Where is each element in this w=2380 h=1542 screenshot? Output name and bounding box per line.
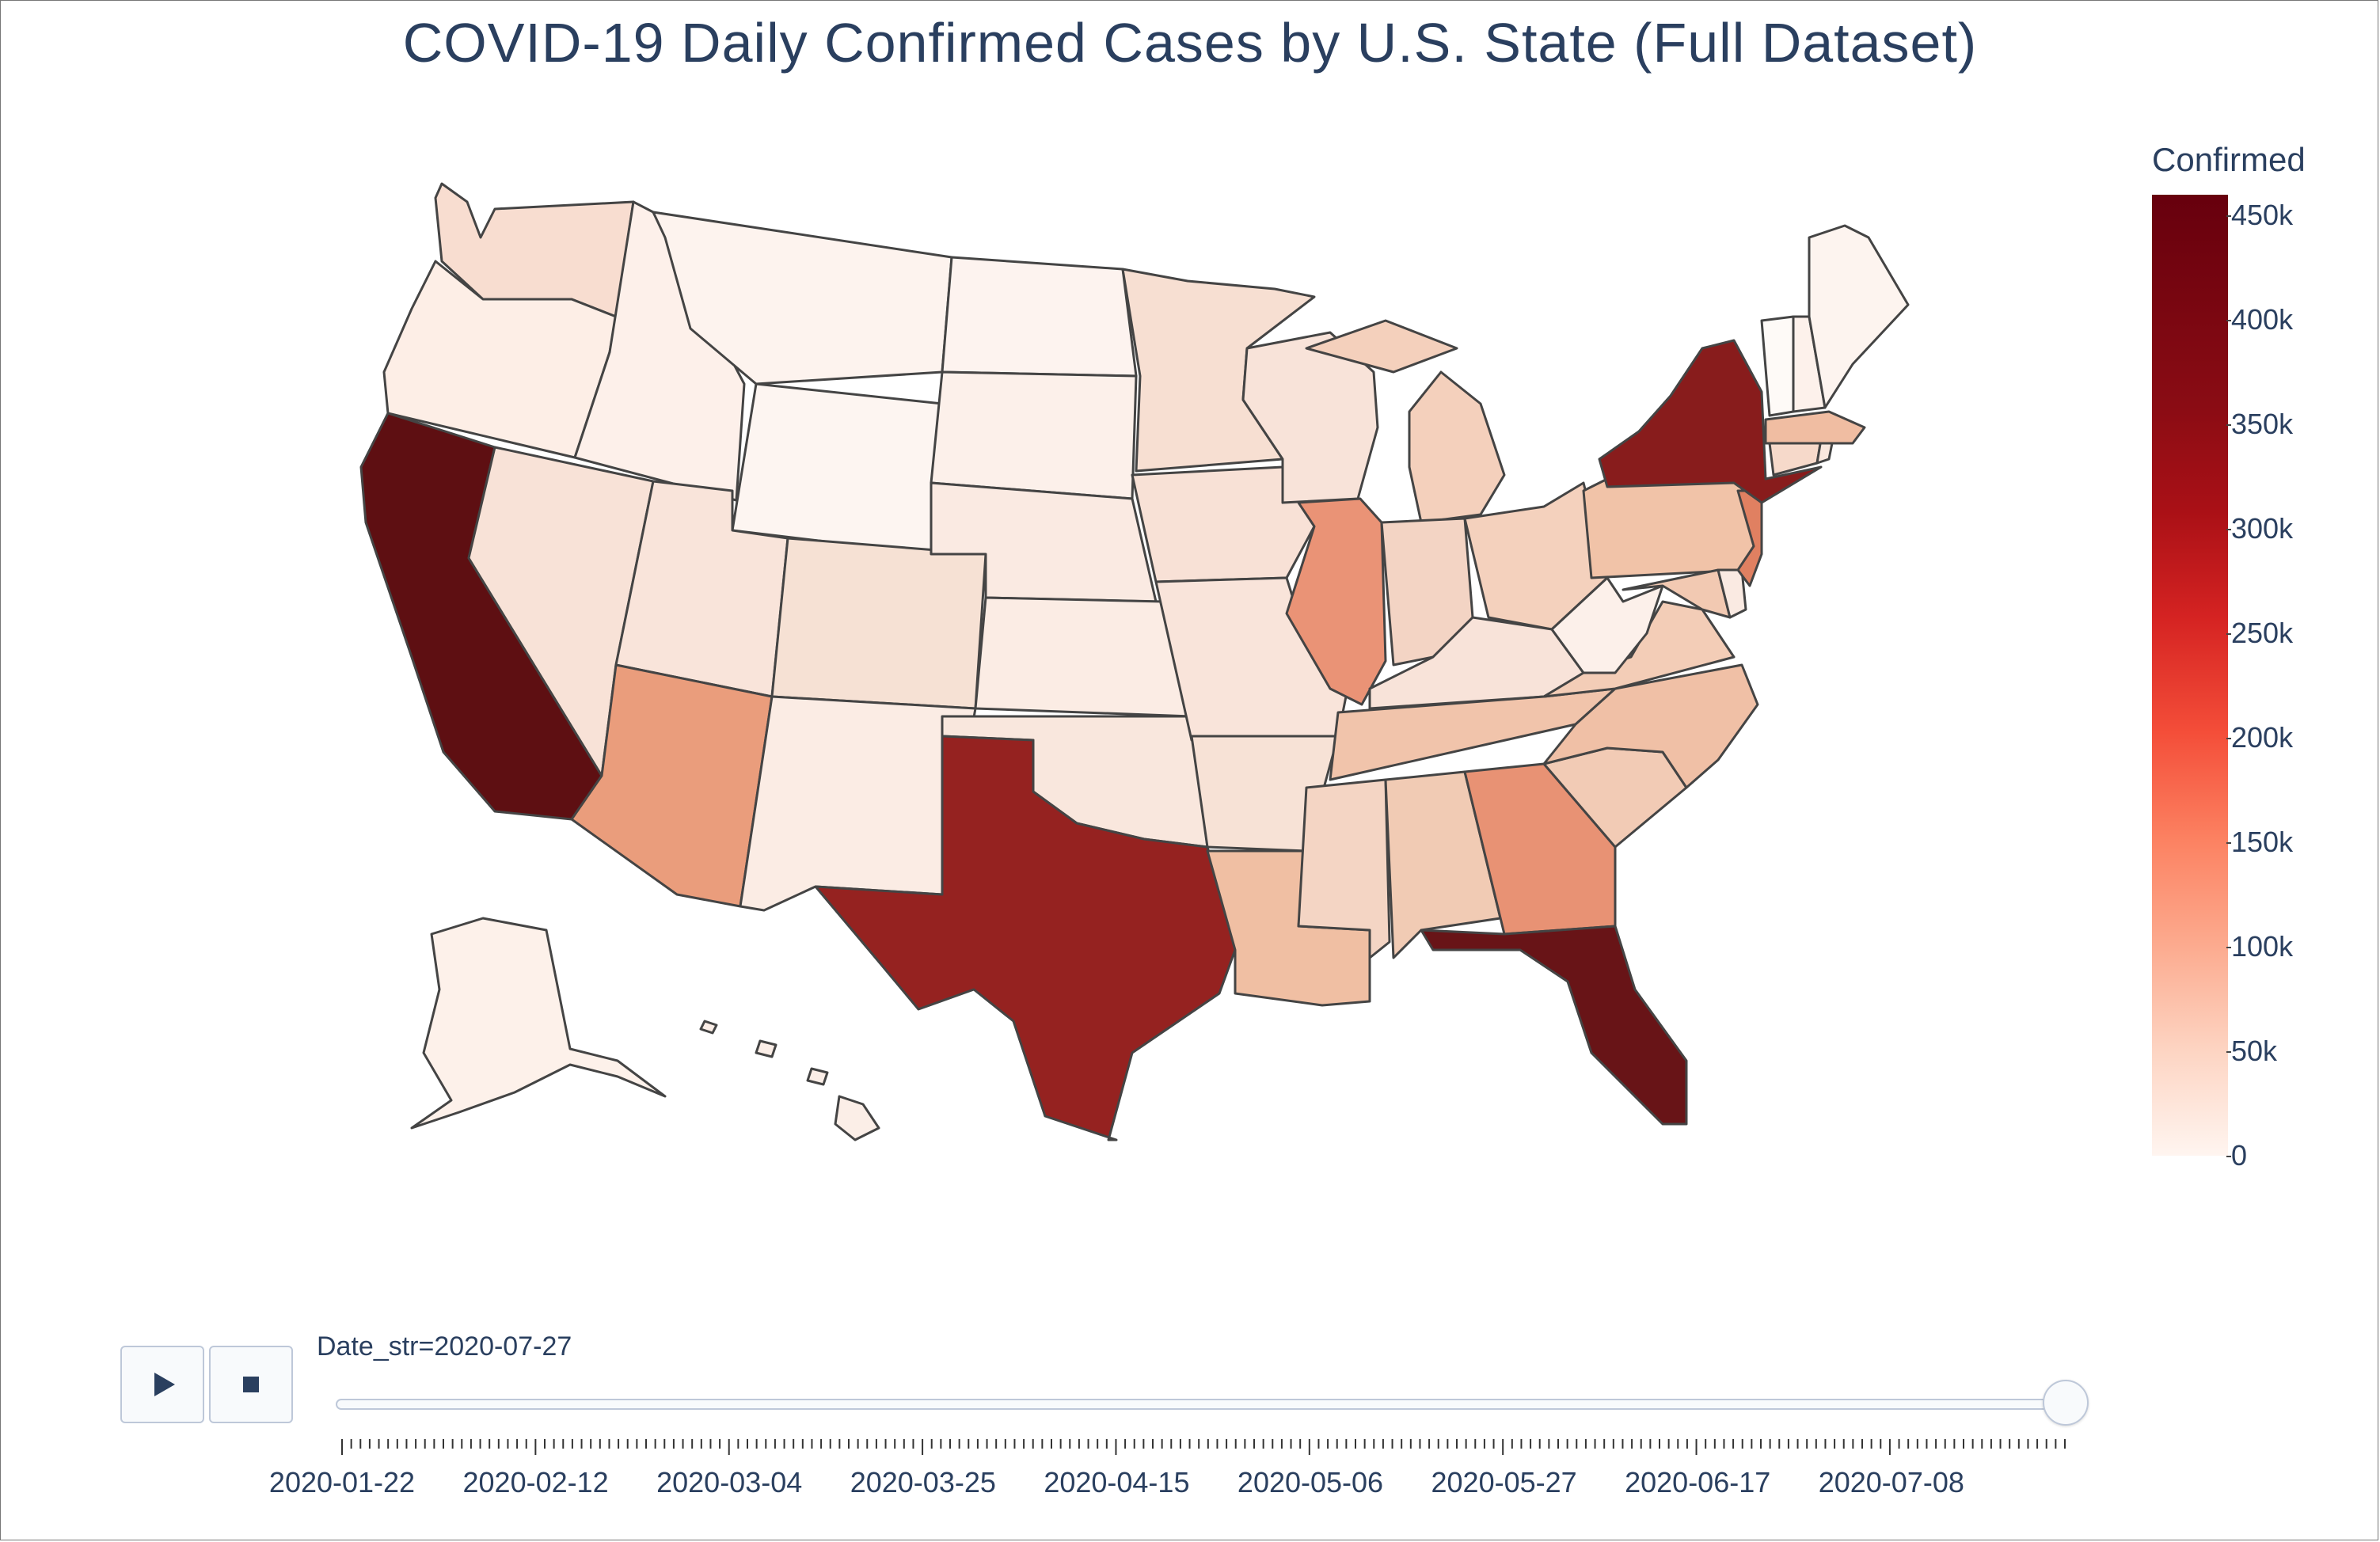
slider-ticks (341, 1439, 2066, 1455)
chart-title: COVID-19 Daily Confirmed Cases by U.S. S… (402, 12, 1978, 74)
slider-date-label[interactable]: 2020-04-15 (1044, 1466, 1190, 1498)
state-FL[interactable] (1420, 925, 1688, 1126)
state-MI[interactable] (1305, 319, 1506, 524)
play-button[interactable] (120, 1346, 204, 1423)
state-NM[interactable] (739, 695, 977, 912)
state-WY[interactable] (731, 382, 944, 556)
slider-date-label[interactable]: 2020-05-27 (1431, 1466, 1577, 1498)
state-TX[interactable] (814, 735, 1237, 1141)
state-WV[interactable] (1550, 576, 1664, 674)
slider-date-label[interactable]: 2020-07-08 (1818, 1466, 1964, 1498)
state-IA[interactable] (1131, 465, 1316, 583)
colorbar-tick-label: 50k (2226, 1035, 2278, 1068)
state-GA[interactable] (1463, 762, 1617, 936)
slider-rail[interactable] (336, 1399, 2078, 1410)
colorbar-tick-label: 150k (2226, 826, 2294, 859)
colorbar-tick-label: 100k (2226, 930, 2294, 963)
colorbar-tick-label: 0 (2226, 1139, 2248, 1172)
state-AL[interactable] (1384, 770, 1502, 959)
state-NC[interactable] (1542, 663, 1759, 789)
stop-button[interactable] (209, 1346, 293, 1423)
play-icon (154, 1373, 175, 1396)
slider-date-label[interactable]: 2020-03-25 (850, 1466, 996, 1498)
state-KS[interactable] (974, 596, 1193, 718)
state-DE[interactable] (1717, 568, 1747, 619)
state-PA[interactable] (1582, 477, 1759, 579)
state-ID[interactable] (573, 200, 746, 502)
colorbar-gradient (2152, 195, 2228, 1156)
slider-handle[interactable] (2043, 1380, 2089, 1426)
stop-icon (243, 1377, 259, 1392)
state-ND[interactable] (941, 256, 1138, 378)
colorbar-title: Confirmed (2152, 141, 2306, 178)
state-MD[interactable] (1622, 568, 1732, 619)
colorbar-tick-label: 400k (2226, 303, 2294, 336)
slider-current-value: Date_str=2020-07-27 (317, 1331, 572, 1362)
slider-date-label[interactable]: 2020-03-04 (656, 1466, 803, 1498)
state-CO[interactable] (770, 537, 987, 710)
slider-date-label[interactable]: 2020-02-12 (462, 1466, 609, 1498)
slider-date-label[interactable]: 2020-05-06 (1237, 1466, 1384, 1498)
colorbar-tick-label: 450k (2226, 199, 2294, 232)
colorbar-tick-label: 300k (2226, 512, 2294, 545)
state-AK[interactable] (410, 917, 667, 1130)
state-IL[interactable] (1285, 497, 1387, 706)
state-ME[interactable] (1808, 224, 1910, 409)
state-NY[interactable] (1598, 339, 1823, 504)
state-VT[interactable] (1760, 315, 1795, 417)
state-HI[interactable] (699, 1020, 880, 1141)
colorbar-tick-label: 250k (2226, 617, 2294, 650)
slider-date-label[interactable]: 2020-01-22 (268, 1466, 416, 1498)
slider-date-label[interactable]: 2020-06-17 (1625, 1466, 1771, 1498)
state-SD[interactable] (930, 370, 1138, 500)
colorbar-tick-label: 200k (2226, 721, 2294, 754)
state-MA[interactable] (1764, 410, 1866, 445)
colorbar-tick-label: 350k (2226, 408, 2294, 441)
